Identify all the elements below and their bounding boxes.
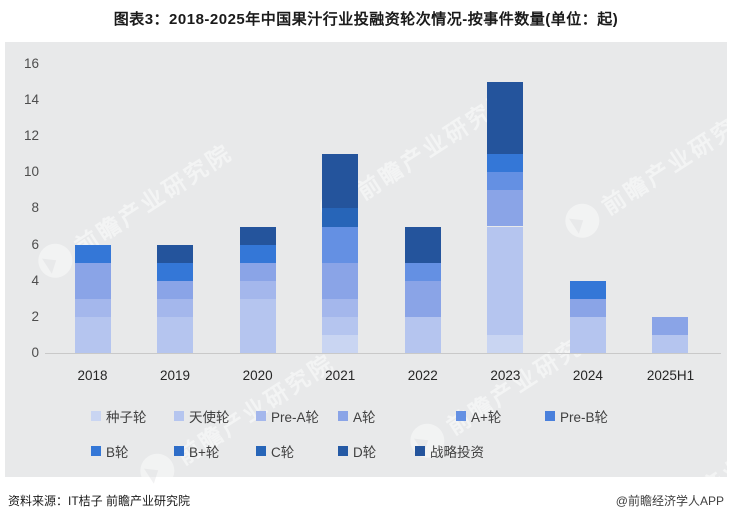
x-axis-label-2022: 2022 [407,368,438,383]
bar-segment-天使轮-2018 [74,316,111,353]
source-note: 资料来源：IT桔子 前瞻产业研究院 [8,494,190,508]
legend-label: B轮 [106,445,129,460]
bar-segment-A轮-2021 [322,262,359,299]
legend-item-战略投资: 战略投资 [415,443,484,460]
legend-item-C轮: C轮 [256,443,295,460]
bar-segment-A轮-2020 [239,262,276,281]
legend-item-天使轮: 天使轮 [174,408,230,425]
x-axis-label-2018: 2018 [77,368,108,383]
legend-label: A轮 [353,410,376,425]
x-axis-label-2020: 2020 [242,368,273,383]
bar-segment-Pre-A轮-2021 [322,298,359,317]
legend-swatch-icon [338,411,348,421]
legend-label: 种子轮 [106,410,147,425]
y-tick-label: 2 [31,308,39,324]
bar-segment-种子轮-2021 [322,334,359,353]
legend-item-Pre-B轮: Pre-B轮 [545,408,609,425]
y-tick-label: 0 [31,345,39,360]
y-tick-label: 8 [31,200,39,216]
legend-swatch-icon [545,411,555,421]
bar-segment-战略投资-2019 [157,244,194,263]
bar-segment-战略投资-2023 [487,81,524,155]
legend-item-种子轮: 种子轮 [91,408,147,425]
bar-segment-A+轮-2022 [404,262,441,281]
x-axis-label-2024: 2024 [572,368,603,383]
bar-segment-A轮-2024 [569,298,606,317]
watermark-logo-icon [558,197,606,245]
y-tick-label: 6 [31,236,39,252]
legend-label: D轮 [353,445,377,460]
footer: 资料来源：IT桔子 前瞻产业研究院 @前瞻经济学人APP [0,486,732,515]
legend-item-A轮: A轮 [338,408,376,425]
watermark-text: 前瞻产业研究院 [597,98,732,220]
legend-label: A+轮 [471,410,502,425]
legend-item-Pre-A轮: Pre-A轮 [256,408,320,425]
watermark: 前瞻产业研究院 [31,134,238,285]
legend-item-B轮: B轮 [91,443,129,460]
bar-segment-B轮-2018 [74,244,111,263]
legend-swatch-icon [338,446,348,456]
legend-label: 战略投资 [430,445,484,460]
bar-segment-A轮-2019 [157,280,194,299]
bar-segment-Pre-A轮-2020 [239,280,276,299]
legend-label: Pre-A轮 [271,410,320,425]
bar-segment-天使轮-2022 [404,316,441,353]
bar-segment-B轮-2024 [569,280,606,299]
y-tick-label: 14 [23,92,39,108]
bar-segment-Pre-A轮-2018 [74,298,111,317]
bar-segment-天使轮-2025H1 [652,334,689,353]
bar-segment-C轮-2021 [322,208,359,227]
bar-segment-B轮-2019 [157,262,194,281]
y-tick-label: 12 [23,128,39,144]
x-axis-label-2021: 2021 [325,368,356,383]
credit-note: @前瞻经济学人APP [615,494,724,508]
legend-label: C轮 [271,445,295,460]
y-tick-label: 16 [23,55,39,71]
bar-segment-天使轮-2021 [322,316,359,335]
bar-segment-战略投资-2022 [404,226,441,263]
legend-item-D轮: D轮 [338,443,377,460]
y-tick-label: 4 [31,272,39,288]
legend-swatch-icon [91,411,101,421]
bar-segment-天使轮-2020 [239,298,276,353]
bar-segment-天使轮-2024 [569,316,606,353]
bar-segment-A+轮-2021 [322,226,359,263]
legend-label: B+轮 [189,445,220,460]
bar-segment-B轮-2020 [239,244,276,263]
legend-swatch-icon [256,411,266,421]
bar-segment-A+轮-2023 [487,172,524,191]
legend-swatch-icon [174,446,184,456]
legend-label: 天使轮 [189,410,230,425]
chart-title: 图表3：2018-2025年中国果汁行业投融资轮次情况-按事件数量(单位：起) [113,11,619,28]
legend-item-A+轮: A+轮 [456,408,502,425]
bar-segment-A轮-2018 [74,262,111,299]
x-axis-label-2023: 2023 [490,368,521,383]
bar-segment-战略投资-2021 [322,154,359,209]
watermark-text: 前瞻产业研究院 [70,138,238,260]
legend-swatch-icon [174,411,184,421]
bar-segment-A轮-2025H1 [652,316,689,335]
x-axis-label-2019: 2019 [160,368,191,383]
bar-segment-天使轮-2019 [157,316,194,353]
bar-segment-天使轮-2023 [487,226,524,335]
bar-segment-A轮-2023 [487,190,524,227]
legend-item-B+轮: B+轮 [174,443,220,460]
bar-segment-战略投资-2020 [239,226,276,245]
bar-segment-A轮-2022 [404,280,441,317]
watermark: 前瞻产业研究院 [558,94,732,245]
x-axis-baseline [45,353,721,354]
legend-swatch-icon [256,446,266,456]
plot-panel: 前瞻产业研究院 前瞻产业研究院 前瞻产业研究院 前瞻产业研究院 前瞻产业研究院 前瞻产业研… [5,42,732,515]
legend-swatch-icon [415,446,425,456]
legend-label: Pre-B轮 [560,410,609,425]
bar-segment-种子轮-2023 [487,334,524,353]
bar-segment-B轮-2023 [487,154,524,173]
bar-segment-Pre-A轮-2019 [157,298,194,317]
legend-swatch-icon [91,446,101,456]
y-tick-label: 10 [23,164,39,180]
legend-swatch-icon [456,411,466,421]
x-axis-label-2025H1: 2025H1 [646,368,695,383]
